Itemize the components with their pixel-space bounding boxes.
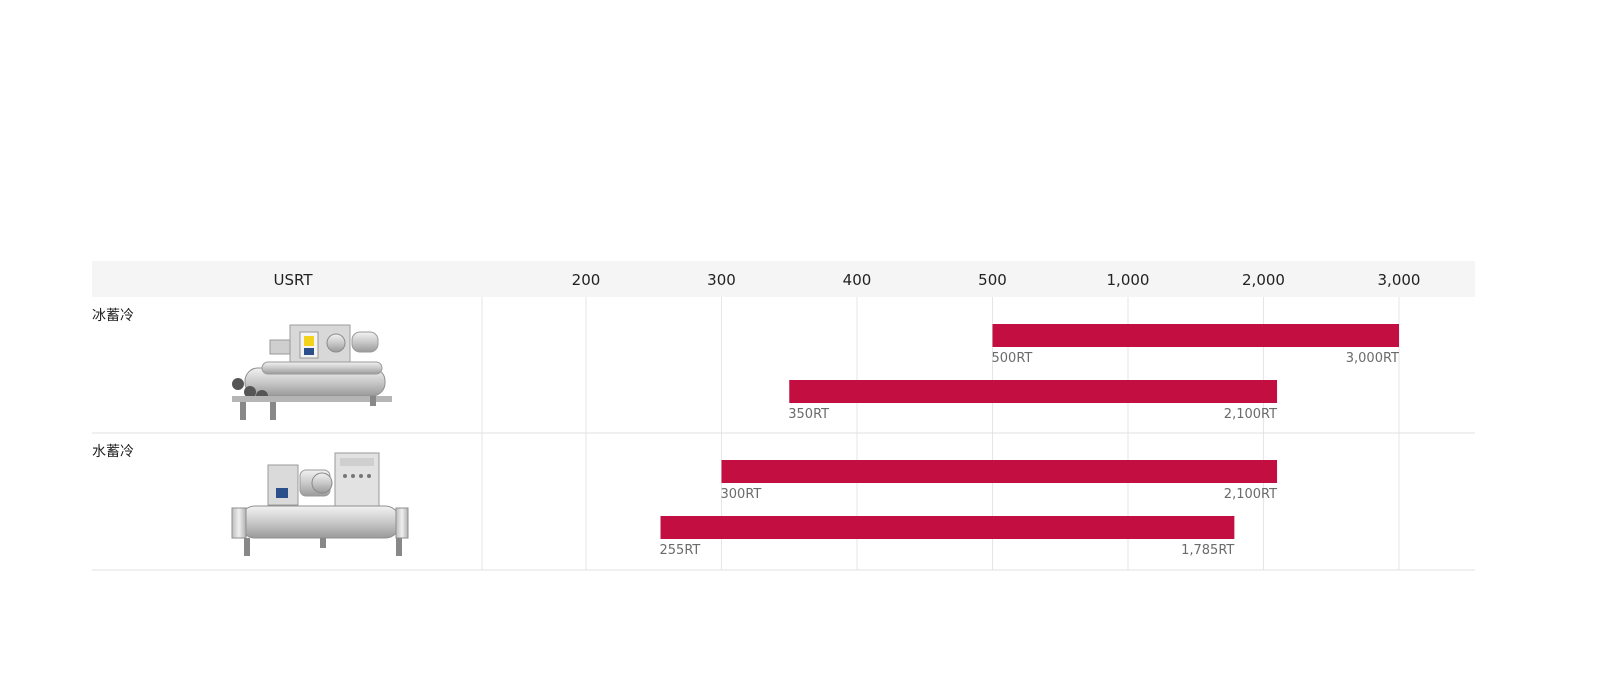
range-bar	[789, 380, 1278, 403]
range-bar	[992, 324, 1399, 347]
axis-tick-label: 300	[707, 271, 736, 289]
range-bar	[660, 516, 1235, 539]
axis-tick-label: 2,000	[1242, 271, 1285, 289]
bar-end-label: 1,785RT	[1181, 543, 1234, 558]
axis-tick-label: 400	[843, 271, 872, 289]
bar-start-label: 350RT	[788, 407, 829, 422]
bar-end-label: 2,100RT	[1224, 407, 1277, 422]
axis-tick-label: 3,000	[1378, 271, 1421, 289]
axis-tick-label: 1,000	[1107, 271, 1150, 289]
row-label-water-storage: 水蓄冷	[92, 444, 134, 460]
axis-tick-label: 500	[978, 271, 1007, 289]
header-band	[92, 261, 1475, 297]
range-bar	[721, 460, 1278, 483]
header-unit-label: USRT	[274, 271, 314, 289]
row-label-ice-storage: 冰蓄冷	[92, 308, 134, 324]
bar-start-label: 500RT	[992, 351, 1033, 366]
bar-start-label: 300RT	[721, 487, 762, 502]
bar-end-label: 2,100RT	[1224, 487, 1277, 502]
bar-end-label: 3,000RT	[1346, 351, 1399, 366]
chiller-image-water-storage	[231, 452, 409, 556]
axis-tick-label: 200	[572, 271, 601, 289]
chiller-image-ice-storage	[232, 324, 392, 420]
bar-start-label: 255RT	[660, 543, 701, 558]
